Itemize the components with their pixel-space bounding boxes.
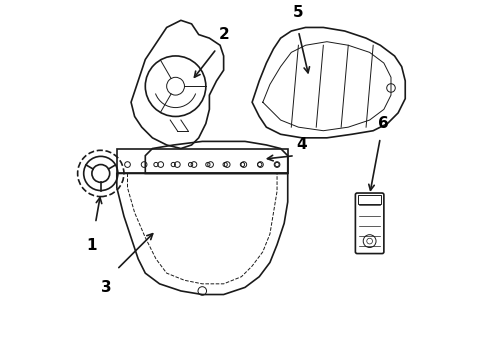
Text: 6: 6 [378, 116, 389, 131]
Text: 5: 5 [293, 5, 304, 20]
Text: 2: 2 [218, 27, 229, 42]
Text: 1: 1 [87, 238, 97, 253]
Text: 3: 3 [101, 280, 111, 295]
Text: 4: 4 [296, 137, 307, 152]
